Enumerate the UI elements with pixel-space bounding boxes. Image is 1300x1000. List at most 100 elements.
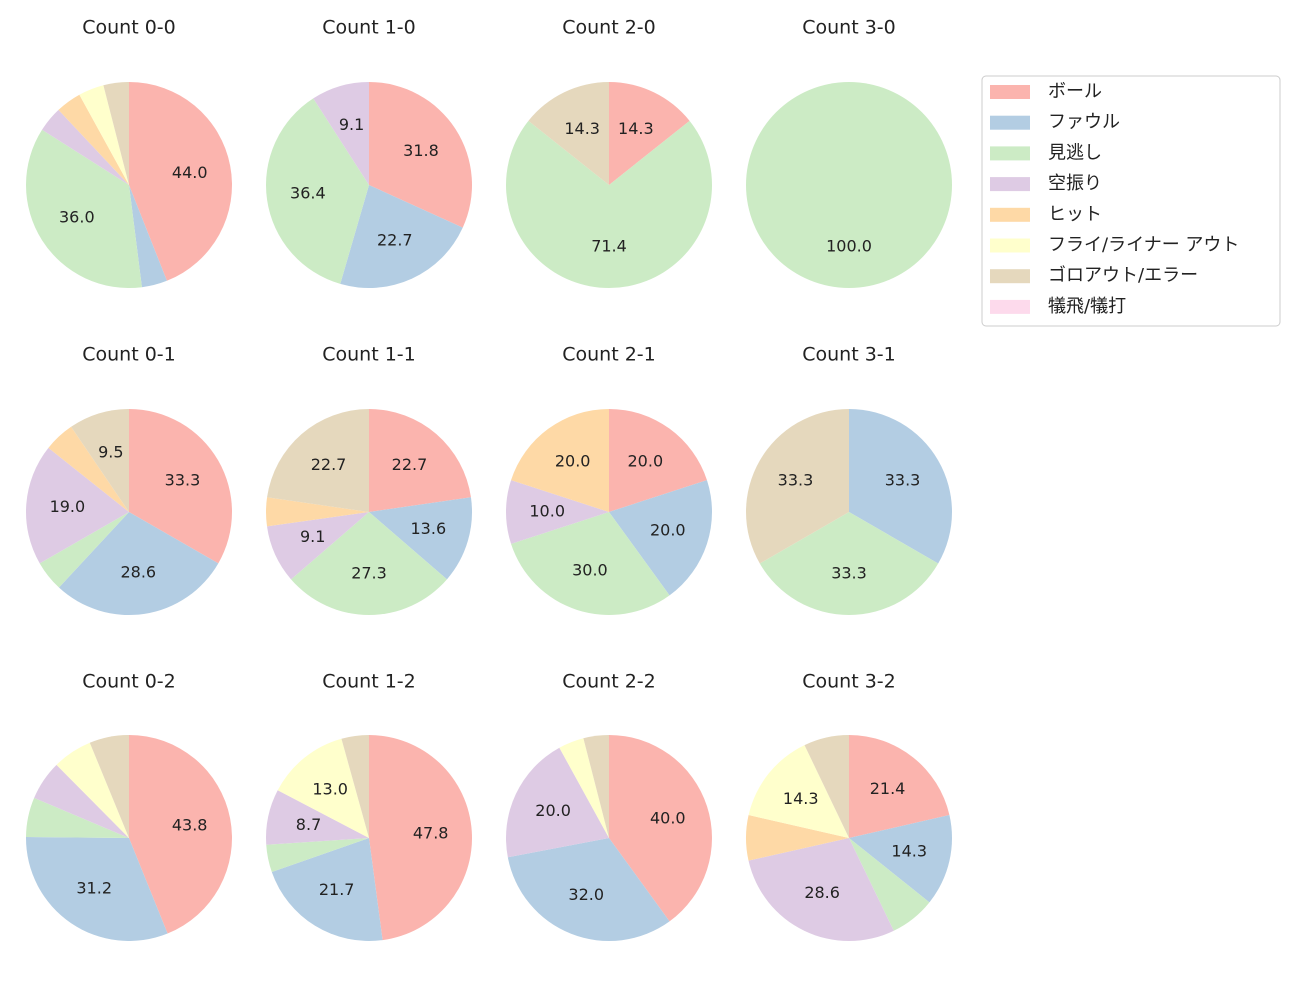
- legend-label: 犠飛/犠打: [1048, 296, 1126, 317]
- value-label: 22.7: [377, 231, 413, 250]
- value-label: 71.4: [591, 236, 627, 255]
- value-label: 19.0: [50, 497, 86, 516]
- pie-slice: [313, 82, 369, 185]
- value-label: 9.1: [339, 115, 364, 134]
- pie-slice: [58, 94, 129, 185]
- legend-label: ヒット: [1048, 204, 1102, 225]
- legend-swatch: [990, 299, 1030, 314]
- chart-title: Count 3-1: [802, 344, 896, 366]
- pie-slice: [746, 815, 849, 861]
- pie-slice: [267, 512, 369, 580]
- pie-slice: [277, 738, 369, 838]
- pie-slice: [56, 742, 130, 838]
- pie-slice: [26, 797, 129, 838]
- pie-slice: [746, 82, 952, 288]
- pie-slice: [341, 735, 369, 838]
- pie-slice: [609, 409, 707, 512]
- pie-slice: [103, 82, 129, 185]
- value-label: 20.0: [535, 801, 571, 820]
- legend-box: [981, 75, 1281, 327]
- value-label: 9.1: [300, 527, 325, 546]
- value-label: 10.0: [529, 502, 565, 521]
- pie-slice: [89, 735, 129, 838]
- pie-slice: [129, 82, 232, 281]
- legend-swatch: [990, 207, 1030, 222]
- legend-swatch: [990, 146, 1030, 161]
- pie-slice: [506, 480, 609, 544]
- value-label: 33.3: [778, 471, 814, 490]
- chart-title: Count 0-2: [82, 671, 176, 693]
- value-label: 22.7: [311, 455, 347, 474]
- pie-slice: [748, 838, 894, 941]
- value-label: 20.0: [555, 452, 591, 471]
- pie-slice: [507, 838, 670, 941]
- legend-label: フライ/ライナー アウト: [1048, 235, 1239, 256]
- chart-title: Count 3-0: [802, 17, 896, 39]
- chart-title: Count 2-0: [562, 17, 656, 39]
- pie-slice: [291, 512, 447, 615]
- value-label: 36.4: [290, 183, 326, 202]
- legend-label: 見逃し: [1048, 142, 1102, 163]
- value-label: 22.7: [392, 455, 428, 474]
- pie-slice: [266, 497, 369, 527]
- value-label: 14.3: [891, 841, 927, 860]
- value-label: 30.0: [572, 560, 608, 579]
- value-label: 28.6: [120, 563, 156, 582]
- value-label: 13.6: [411, 519, 447, 538]
- pie-slice: [267, 409, 369, 512]
- pie-slice: [48, 426, 130, 512]
- value-label: 14.3: [618, 119, 654, 138]
- value-label: 33.3: [165, 471, 201, 490]
- pie-slice: [369, 409, 471, 512]
- chart-title: Count 1-1: [322, 344, 416, 366]
- value-label: 9.5: [98, 442, 123, 461]
- legend-swatch: [990, 269, 1030, 284]
- pie-slice: [759, 512, 939, 615]
- chart-title: Count 2-2: [562, 671, 656, 693]
- pie-slice: [340, 185, 463, 289]
- legend-swatch: [990, 85, 1030, 99]
- pie-slice: [369, 82, 472, 228]
- pie-slice: [609, 82, 690, 185]
- value-label: 14.3: [564, 119, 600, 138]
- pie-slice: [745, 409, 849, 564]
- value-label: 28.6: [804, 883, 840, 902]
- chart-title: Count 3-2: [802, 671, 896, 693]
- pie-slice: [26, 129, 142, 288]
- pie-slice: [42, 109, 129, 185]
- value-label: 21.4: [870, 779, 906, 798]
- pie-slice: [369, 735, 473, 941]
- value-label: 31.8: [403, 141, 439, 160]
- pie-slice: [129, 735, 232, 934]
- value-label: 32.0: [568, 885, 604, 904]
- chart-title: Count 0-0: [82, 17, 176, 39]
- legend-swatch: [990, 238, 1030, 253]
- pie-slice: [39, 512, 129, 588]
- pie-slice: [266, 790, 369, 845]
- pie-slice: [849, 838, 930, 931]
- pie-slice: [511, 512, 670, 615]
- value-label: 21.7: [319, 880, 355, 899]
- value-label: 33.3: [831, 563, 867, 582]
- value-label: 40.0: [650, 808, 686, 827]
- value-label: 31.2: [76, 879, 112, 898]
- legend-label: ゴロアウト/エラー: [1048, 265, 1198, 286]
- pie-slice: [804, 735, 849, 838]
- value-label: 47.8: [413, 823, 449, 842]
- legend-label: 空振り: [1048, 173, 1102, 194]
- pie-slice: [71, 409, 129, 512]
- value-label: 14.3: [783, 789, 819, 808]
- pie-slice: [265, 98, 369, 284]
- pie-slice: [79, 85, 129, 185]
- value-label: 20.0: [650, 521, 686, 540]
- legend-swatch: [990, 115, 1030, 130]
- pie-slice: [25, 447, 130, 564]
- pie-slice: [129, 185, 167, 288]
- pie-slice: [511, 409, 609, 512]
- pie-slice: [25, 837, 168, 942]
- chart-title: Count 0-1: [82, 344, 176, 366]
- value-label: 44.0: [172, 163, 208, 182]
- chart-title: Count 1-0: [322, 17, 416, 39]
- legend-label: ファウル: [1048, 112, 1120, 133]
